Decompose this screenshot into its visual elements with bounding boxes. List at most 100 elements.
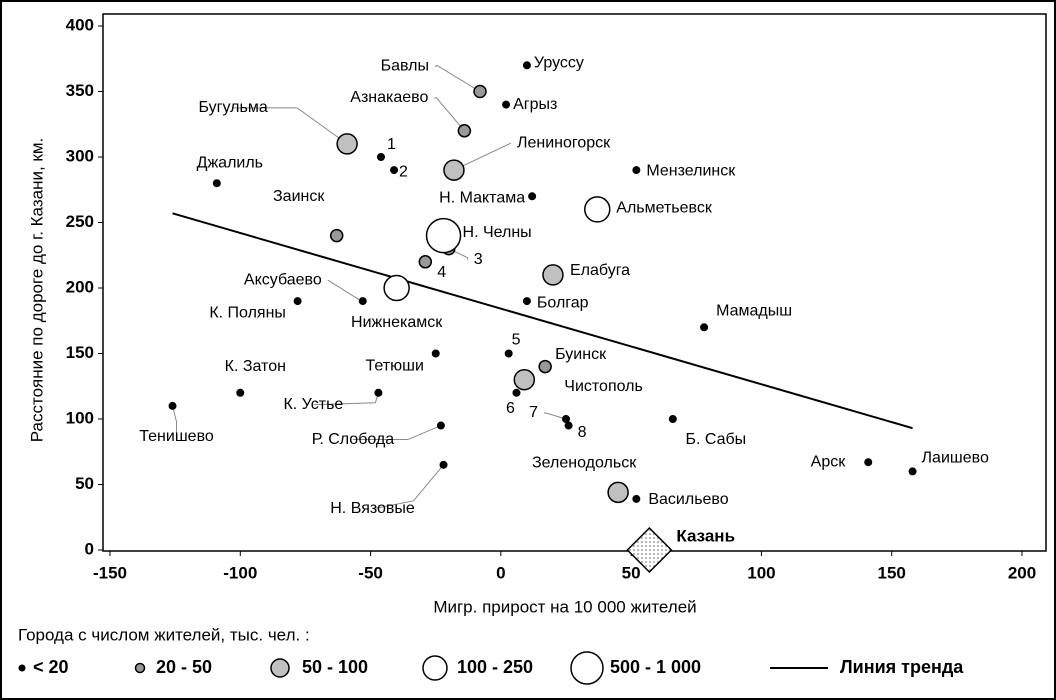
city-point: [457, 124, 472, 138]
city-point: [168, 401, 177, 410]
city-label: Бугульма: [199, 99, 268, 116]
legend-title: Города с числом жителей, тыс. чел. :: [18, 625, 310, 644]
y-axis-title: Расстояние по дороге до г. Казани, км.: [27, 138, 46, 442]
city-point: [473, 84, 487, 99]
city-point: [329, 228, 344, 243]
city-point: [528, 192, 537, 201]
city-point: [513, 368, 536, 391]
legend-label: Линия тренда: [840, 657, 964, 677]
city-label: Альметьевск: [616, 200, 713, 217]
city-point: [431, 349, 440, 358]
leader-line: [233, 107, 348, 145]
leader-line: [172, 405, 178, 437]
city-label: 3: [474, 251, 483, 268]
leader-line: [434, 97, 465, 132]
y-tick-label: 200: [66, 277, 94, 296]
city-label: 2: [399, 163, 408, 180]
y-tick-label: 100: [66, 408, 94, 427]
city-label: Аксубаево: [244, 271, 322, 288]
x-tick-label: -100: [223, 563, 257, 582]
legend-marker: [270, 658, 290, 678]
y-tick-label: 250: [66, 212, 94, 231]
city-point: [607, 481, 629, 504]
city-label: Заинск: [273, 188, 325, 205]
city-point: [700, 323, 709, 332]
leader-line: [544, 412, 567, 420]
city-point: [293, 297, 302, 306]
legend-marker: [18, 664, 26, 672]
city-point: [236, 388, 245, 397]
city-label: Мамадыш: [716, 303, 792, 320]
city-label: Уруссу: [534, 55, 584, 72]
city-point: [374, 388, 383, 397]
city-label: Мензелинск: [646, 162, 736, 179]
legend-label: < 20: [33, 657, 69, 677]
city-label: Бавлы: [381, 58, 429, 75]
city-label: Азнакаево: [350, 89, 428, 106]
city-label: Джалиль: [197, 154, 263, 171]
city-point: [632, 494, 641, 503]
legend-marker: [570, 651, 604, 685]
legend-label: 100 - 250: [457, 657, 533, 677]
city-point: [564, 421, 573, 430]
y-tick-label: 300: [66, 146, 94, 165]
center-label: Казань: [676, 526, 735, 545]
leader-line: [448, 248, 469, 260]
city-label: Буинск: [555, 346, 607, 363]
city-point: [443, 159, 465, 181]
city-label: Тенишево: [139, 428, 214, 445]
city-label: Лаишево: [922, 450, 989, 467]
y-tick-label: 400: [66, 15, 94, 34]
city-label: 5: [512, 332, 521, 349]
legend-label: 500 - 1 000: [610, 657, 701, 677]
city-point: [512, 388, 521, 397]
leader-line: [434, 64, 481, 92]
city-point: [542, 264, 564, 286]
city-point: [584, 196, 611, 223]
legend-marker: [134, 662, 146, 674]
city-label: Лениногорск: [517, 134, 611, 151]
x-tick-label: -50: [358, 563, 383, 582]
city-point: [522, 297, 531, 306]
plot-frame: [102, 13, 1047, 552]
city-point: [562, 415, 570, 423]
city-label: Н. Мактама: [439, 190, 525, 207]
city-label: Б. Сабы: [685, 431, 746, 448]
city-point: [502, 100, 511, 109]
city-point: [358, 297, 367, 306]
x-tick-label: 100: [747, 563, 775, 582]
city-label: Елабуга: [570, 262, 630, 279]
x-tick-label: 50: [622, 563, 641, 582]
city-point: [383, 274, 410, 302]
center-point: [626, 526, 673, 574]
x-tick-label: 0: [496, 563, 505, 582]
city-label: 1: [387, 136, 396, 153]
city-point: [436, 421, 445, 430]
city-point: [439, 460, 448, 469]
city-point: [522, 61, 531, 70]
leader-line: [327, 279, 363, 302]
trend-line: [172, 212, 913, 430]
city-label: Чистополь: [564, 378, 643, 395]
city-label: Зеленодольск: [532, 455, 637, 472]
city-point: [212, 179, 221, 188]
city-label: Арск: [811, 453, 847, 470]
y-tick-label: 50: [75, 474, 94, 493]
city-point: [632, 166, 641, 175]
city-point: [425, 217, 462, 254]
city-label: Агрыз: [513, 96, 557, 113]
city-point: [390, 166, 399, 175]
city-label: Болгар: [537, 294, 589, 311]
city-point: [908, 467, 917, 476]
leader-line: [352, 425, 442, 441]
city-label: Нижнекамск: [351, 314, 443, 331]
city-point: [376, 153, 385, 161]
leader-line: [372, 464, 444, 510]
city-label: 8: [578, 424, 587, 441]
city-point: [668, 415, 677, 423]
city-label: К. Затон: [225, 358, 286, 375]
city-label: К. Поляны: [209, 304, 286, 321]
city-point: [336, 133, 358, 155]
